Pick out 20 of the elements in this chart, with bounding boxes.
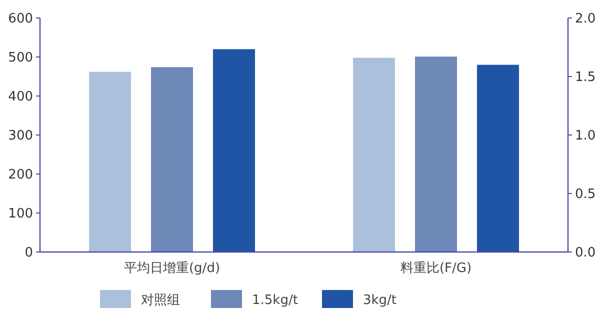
- y-tick-label: 100: [8, 206, 33, 222]
- y2-tick-label: 1.0: [575, 128, 596, 144]
- bar: [151, 67, 193, 252]
- y-tick-label: 0: [24, 246, 33, 260]
- y2-tick-label: 0.5: [575, 187, 596, 202]
- legend-label: 对照组: [141, 293, 180, 308]
- y-tick-label: 600: [8, 12, 33, 26]
- y-tick-label: 500: [8, 50, 33, 66]
- y-tick-label: 300: [8, 128, 33, 144]
- y2-tick-label: 2.0: [575, 12, 596, 26]
- legend-label: 1.5kg/t: [252, 293, 298, 308]
- bar: [89, 72, 131, 252]
- x-tick-label: 料重比(F/G): [400, 261, 472, 276]
- y-tick-label: 400: [8, 90, 33, 104]
- y-tick-label: 200: [8, 168, 33, 182]
- y2-tick-label: 0.0: [575, 246, 596, 260]
- x-tick-label: 平均日增重(g/d): [124, 261, 220, 276]
- legend-label: 3kg/t: [363, 293, 397, 308]
- y2-tick-label: 1.5: [575, 70, 596, 85]
- bar: [213, 49, 255, 252]
